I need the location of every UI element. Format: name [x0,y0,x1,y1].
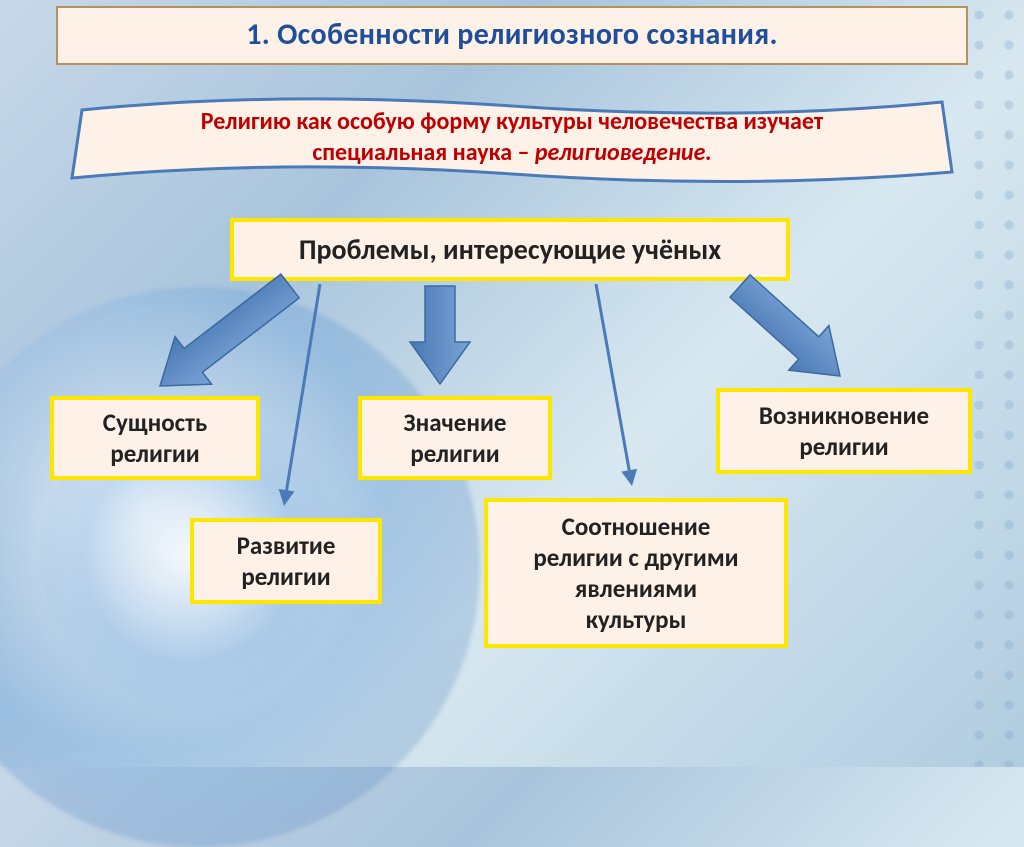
node-meaning: Значение религии [358,396,552,480]
node-development: Развитие религии [190,518,382,604]
node-relation: Соотношение религии с другими явлениями … [484,498,788,648]
problems-box: Проблемы, интересующие учёных [230,218,790,281]
banner-text: Религию как особую форму культуры челове… [102,106,922,168]
node-essence: Сущность религии [50,396,260,480]
banner-line1: Религию как особую форму культуры челове… [201,107,824,136]
block-arrow-1 [410,286,470,384]
banner-line2-italic: религиоведение. [535,138,712,167]
problems-label: Проблемы, интересующие учёных [299,232,721,267]
banner-ribbon: Религию как особую форму культуры челове… [52,92,972,188]
slide-title: 1. Особенности религиозного сознания. [78,16,946,53]
block-arrow-2 [720,264,860,399]
line-arrow-1 [588,283,640,488]
node-origin: Возникновение религии [716,388,972,474]
slide-title-box: 1. Особенности религиозного сознания. [56,6,968,65]
bg-decor-pattern [964,0,1024,767]
banner-line2-prefix: специальная наука – [312,138,535,167]
